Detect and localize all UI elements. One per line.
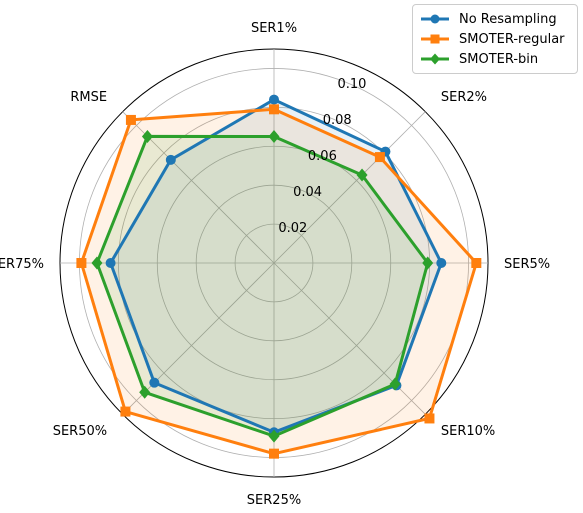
legend-swatch-smoter-regular <box>421 34 449 44</box>
grid-spoke <box>273 262 426 415</box>
data-point <box>422 256 434 270</box>
data-point <box>141 129 153 143</box>
legend-swatch-no-resampling <box>421 14 449 24</box>
r-tick-label: 0.10 <box>337 77 366 92</box>
data-point <box>76 258 87 268</box>
data-point <box>356 168 368 182</box>
data-point <box>91 256 103 270</box>
data-point <box>268 130 280 144</box>
legend-swatch-smoter-bin <box>421 53 449 65</box>
data-point <box>139 385 151 399</box>
series-fill-smoter-bin <box>97 136 428 437</box>
series-layer <box>76 94 482 459</box>
data-point <box>269 448 279 459</box>
data-point <box>105 258 116 268</box>
data-point <box>268 429 280 443</box>
legend-item-smoter-bin: SMOTER-bin <box>419 49 538 69</box>
axis-label: SER50% <box>53 424 107 439</box>
grid-spoke <box>273 111 426 264</box>
data-point <box>424 413 435 424</box>
r-tick-label: 0.08 <box>323 113 352 128</box>
label-layer: 0.02 0.04 0.06 0.08 0.10 SER1% SER2% SER5% SER10… <box>0 21 550 508</box>
data-point <box>269 104 279 115</box>
data-point <box>120 406 131 417</box>
r-tick-label: 0.06 <box>308 149 337 164</box>
data-point <box>269 94 279 105</box>
legend-item-no-resampling: No Resampling <box>419 9 557 29</box>
axis-label: SER1% <box>251 21 297 36</box>
r-tick-label: 0.04 <box>293 185 322 200</box>
legend: No Resampling SMOTER-regular SMOTER-bin <box>412 4 578 74</box>
axis-label: SER25% <box>247 493 301 508</box>
legend-label: SMOTER-regular <box>459 31 565 47</box>
axis-label: SER75% <box>0 257 44 272</box>
axis-label: SER2% <box>441 90 487 105</box>
data-point <box>374 152 385 163</box>
data-point <box>389 377 401 391</box>
data-point <box>125 114 136 125</box>
grid-spoke <box>122 262 275 415</box>
data-point <box>149 377 160 388</box>
data-point <box>436 258 447 268</box>
axis-label: SER10% <box>441 424 495 439</box>
axis-label: SER5% <box>504 257 550 272</box>
r-tick-label: 0.02 <box>278 221 307 236</box>
legend-label: SMOTER-bin <box>459 51 539 67</box>
series-fill-no-resampling <box>110 99 442 433</box>
data-point <box>471 258 482 268</box>
data-point <box>165 154 176 165</box>
axis-label: RMSE <box>70 90 107 105</box>
legend-item-smoter-regular: SMOTER-regular <box>419 29 565 49</box>
legend-label: No Resampling <box>459 11 557 27</box>
